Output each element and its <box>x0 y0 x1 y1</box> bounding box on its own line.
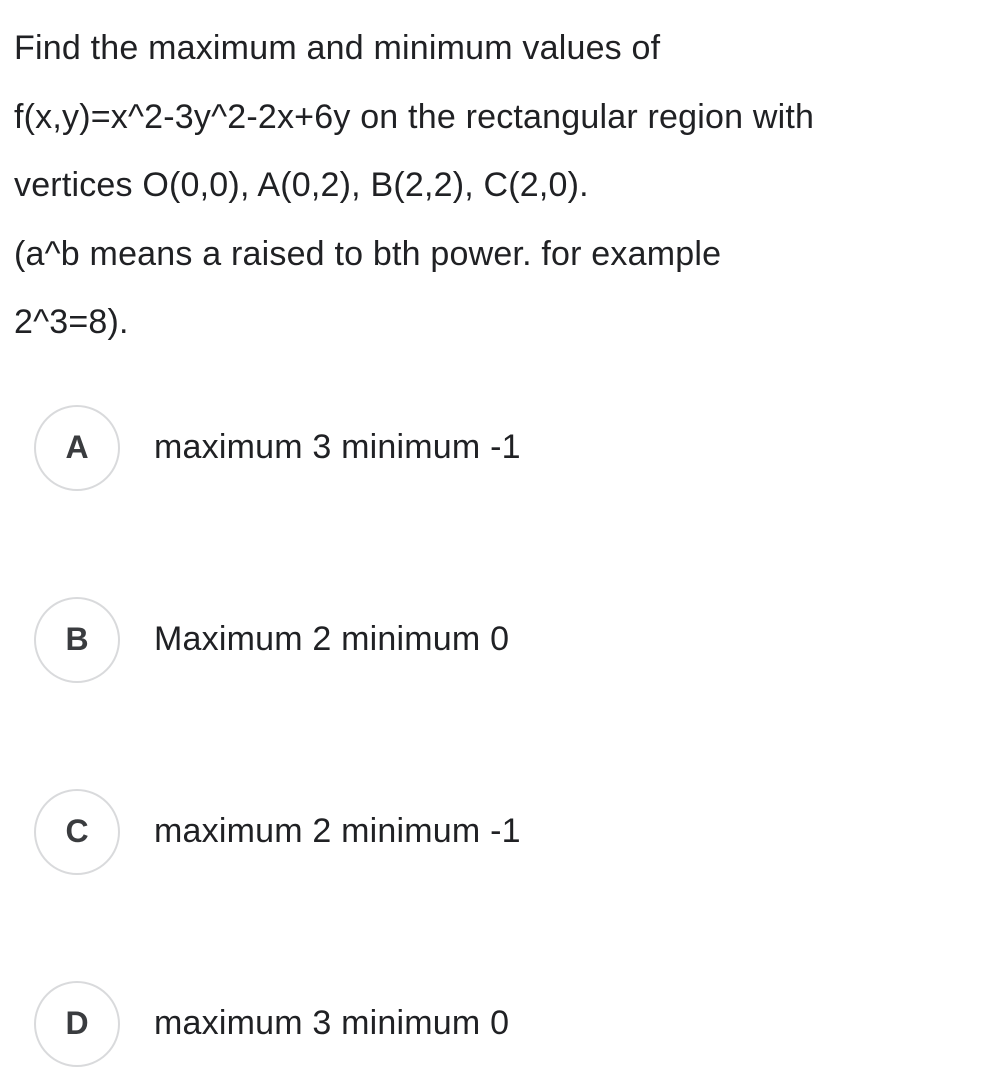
option-b[interactable]: B Maximum 2 minimum 0 <box>34 597 982 683</box>
option-text: maximum 3 minimum 0 <box>154 1004 509 1043</box>
option-d[interactable]: D maximum 3 minimum 0 <box>34 981 982 1067</box>
option-letter-circle: C <box>34 789 120 875</box>
option-letter-circle: A <box>34 405 120 491</box>
question-line: Find the maximum and minimum values of <box>14 29 660 67</box>
question-line: f(x,y)=x^2-3y^2-2x+6y on the rectangular… <box>14 98 814 136</box>
option-text: Maximum 2 minimum 0 <box>154 620 509 659</box>
option-c[interactable]: C maximum 2 minimum -1 <box>34 789 982 875</box>
question-text: Find the maximum and minimum values of f… <box>14 14 982 357</box>
option-letter: C <box>65 813 88 850</box>
option-text: maximum 2 minimum -1 <box>154 812 521 851</box>
question-line: (a^b means a raised to bth power. for ex… <box>14 235 721 273</box>
option-letter: B <box>65 621 88 658</box>
options-list: A maximum 3 minimum -1 B Maximum 2 minim… <box>14 405 982 1067</box>
option-letter: A <box>65 429 88 466</box>
option-letter-circle: D <box>34 981 120 1067</box>
option-a[interactable]: A maximum 3 minimum -1 <box>34 405 982 491</box>
question-line: vertices O(0,0), A(0,2), B(2,2), C(2,0). <box>14 166 589 204</box>
question-page: Find the maximum and minimum values of f… <box>0 0 992 1077</box>
option-letter-circle: B <box>34 597 120 683</box>
option-text: maximum 3 minimum -1 <box>154 428 521 467</box>
option-letter: D <box>65 1005 88 1042</box>
question-line: 2^3=8). <box>14 303 129 341</box>
